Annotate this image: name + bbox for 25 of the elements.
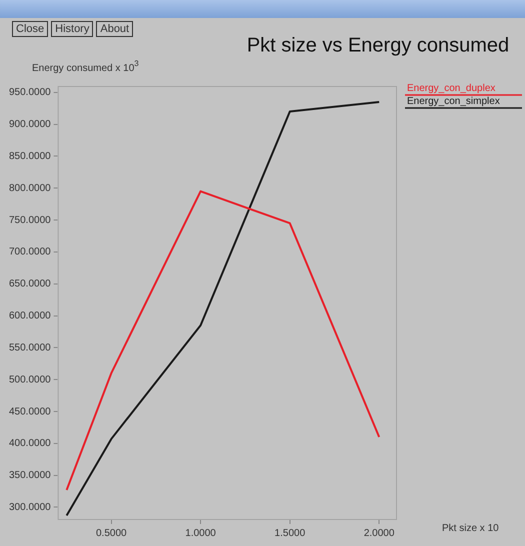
y-tick-label: 300.0000: [8, 502, 52, 513]
y-tick-label: 450.0000: [8, 406, 52, 418]
y-tick-label: 600.0000: [8, 310, 52, 322]
y-tick-label: 550.0000: [8, 342, 52, 354]
x-tick-label: 1.5000: [274, 528, 306, 539]
y-tick-label: 850.0000: [8, 150, 52, 162]
y-tick-label: 350.0000: [8, 470, 52, 482]
y-tick-label: 650.0000: [8, 278, 52, 290]
y-tick-label: 500.0000: [8, 374, 52, 386]
y-tick-label: 950.0000: [8, 87, 52, 98]
text: Close: [12, 21, 48, 37]
text: Energy_con_simplex: [407, 96, 500, 107]
text: Energy_con_duplex: [407, 82, 496, 94]
y-tick-label: 750.0000: [8, 214, 52, 226]
y-tick-label: 400.0000: [8, 438, 52, 450]
x-axis-title: Pkt size x 10: [442, 522, 500, 534]
y-tick-label: 800.0000: [8, 182, 52, 194]
x-tick-label: 1.0000: [185, 528, 216, 539]
x-tick-label: 2.0000: [364, 528, 395, 539]
y-tick-label: 700.0000: [8, 246, 52, 258]
y-tick-label: 900.0000: [8, 119, 52, 130]
text: About: [96, 21, 134, 37]
x-tick-label: 0.5000: [96, 528, 128, 539]
chart-title: Pkt size vs Energy consumed: [246, 34, 510, 57]
text: History: [51, 21, 94, 37]
